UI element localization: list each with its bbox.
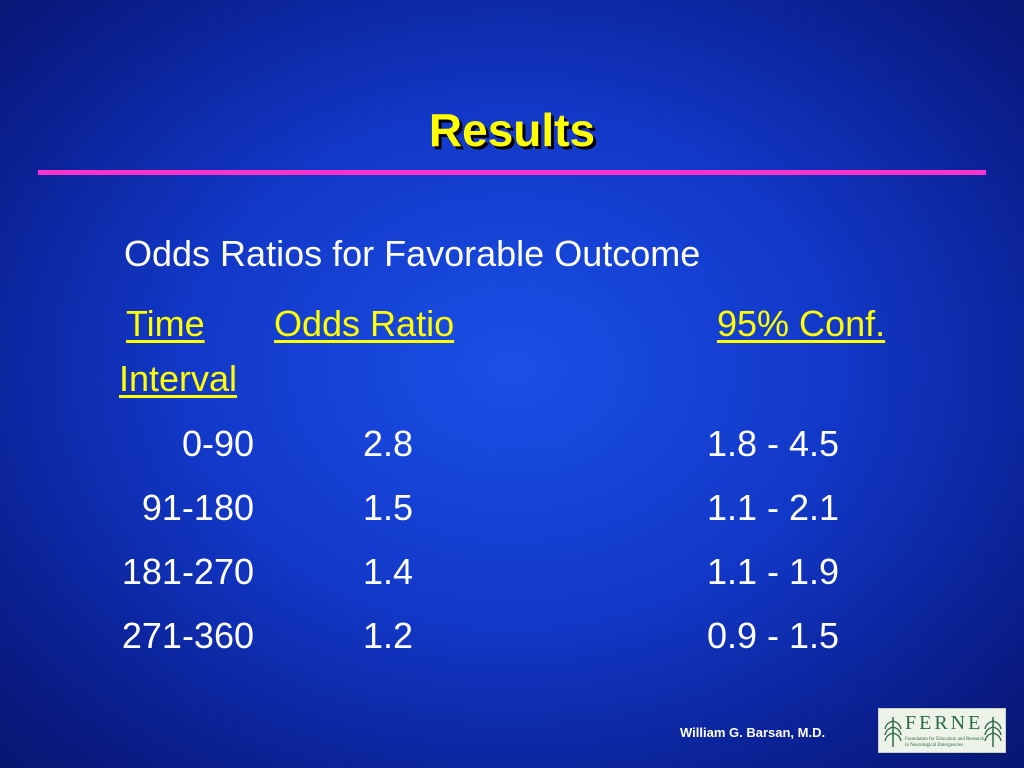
header-odds-ratio: Odds Ratio xyxy=(274,303,455,344)
title-underline-rule xyxy=(38,170,986,175)
cell-time: 91-180 xyxy=(141,487,254,528)
cell-odds-ratio: 2.8 xyxy=(363,423,414,464)
cell-conf-interval: 0.9 - 1.5 xyxy=(707,615,840,656)
leaf-icon xyxy=(984,717,1002,747)
cell-odds-ratio: 1.4 xyxy=(363,551,414,592)
slide-title: Results xyxy=(428,104,596,156)
header-conf-interval-line2: Interval xyxy=(119,358,238,399)
cell-odds-ratio: 1.5 xyxy=(363,487,414,528)
logo-letters: FERNE xyxy=(905,712,984,734)
cell-conf-interval: 1.8 - 4.5 xyxy=(707,423,840,464)
logo-tagline-line1: Foundation for Education and Research xyxy=(905,737,985,742)
table-caption: Odds Ratios for Favorable Outcome xyxy=(124,233,701,274)
cell-conf-interval: 1.1 - 2.1 xyxy=(707,487,840,528)
logo-tagline-line2: in Neurological Emergencies xyxy=(905,743,964,748)
cell-time: 271-360 xyxy=(121,615,254,656)
header-time: Time xyxy=(126,303,205,344)
cell-conf-interval: 1.1 - 1.9 xyxy=(707,551,840,592)
leaf-icon xyxy=(884,717,902,747)
header-conf-interval-line1: 95% Conf. xyxy=(717,303,886,344)
cell-odds-ratio: 1.2 xyxy=(363,615,414,656)
cell-time: 0-90 xyxy=(181,423,254,464)
cell-time: 181-270 xyxy=(121,551,254,592)
author-credit: William G. Barsan, M.D. xyxy=(680,725,826,740)
ferne-logo: FERNE Foundation for Education and Resea… xyxy=(878,708,1006,753)
